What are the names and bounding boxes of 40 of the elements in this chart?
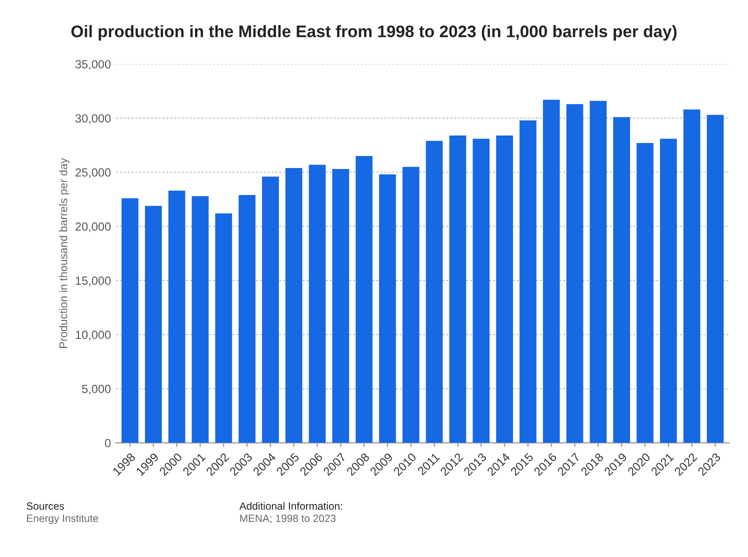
bar bbox=[308, 164, 326, 443]
chart-title: Oil production in the Middle East from 1998 to 2023 (in 1,000 barrels per day) bbox=[71, 25, 677, 41]
y-tick-label: 35,000 bbox=[75, 60, 111, 70]
bar bbox=[472, 138, 490, 443]
bar bbox=[566, 104, 584, 443]
text: Additional Information: bbox=[239, 502, 342, 510]
y-tick-label: 15,000 bbox=[76, 276, 111, 286]
bar bbox=[426, 140, 443, 443]
bar bbox=[542, 100, 560, 443]
text: Sources bbox=[26, 502, 64, 510]
y-tick-label: 20,000 bbox=[76, 222, 111, 232]
bar bbox=[520, 120, 536, 443]
bar bbox=[332, 169, 350, 443]
y-tick-label: 10,000 bbox=[76, 330, 111, 340]
bar bbox=[238, 195, 256, 443]
y-tick-label: 30,000 bbox=[75, 114, 111, 124]
y-tick-label: 25,000 bbox=[76, 168, 111, 178]
bar bbox=[168, 190, 186, 443]
bar bbox=[402, 166, 420, 443]
bar bbox=[262, 176, 279, 443]
bar bbox=[192, 196, 209, 443]
bar bbox=[636, 143, 654, 443]
bar bbox=[449, 135, 466, 443]
bar bbox=[660, 138, 677, 443]
bar bbox=[590, 100, 607, 443]
bar bbox=[285, 168, 302, 443]
bar bbox=[496, 135, 513, 443]
bar bbox=[613, 117, 630, 443]
y-axis-title: Production in thousand barrels per day bbox=[59, 158, 70, 348]
bar bbox=[706, 114, 724, 443]
y-tick-label: 5,000 bbox=[82, 384, 111, 394]
bar bbox=[379, 174, 396, 443]
text: MENA; 1998 to 2023 bbox=[240, 514, 336, 524]
bar bbox=[215, 213, 232, 443]
bar bbox=[356, 156, 373, 443]
text: Energy Institute bbox=[27, 514, 98, 524]
bar bbox=[144, 206, 162, 443]
bar bbox=[122, 198, 138, 443]
y-tick-label: 0 bbox=[104, 438, 111, 448]
bar bbox=[683, 110, 700, 443]
